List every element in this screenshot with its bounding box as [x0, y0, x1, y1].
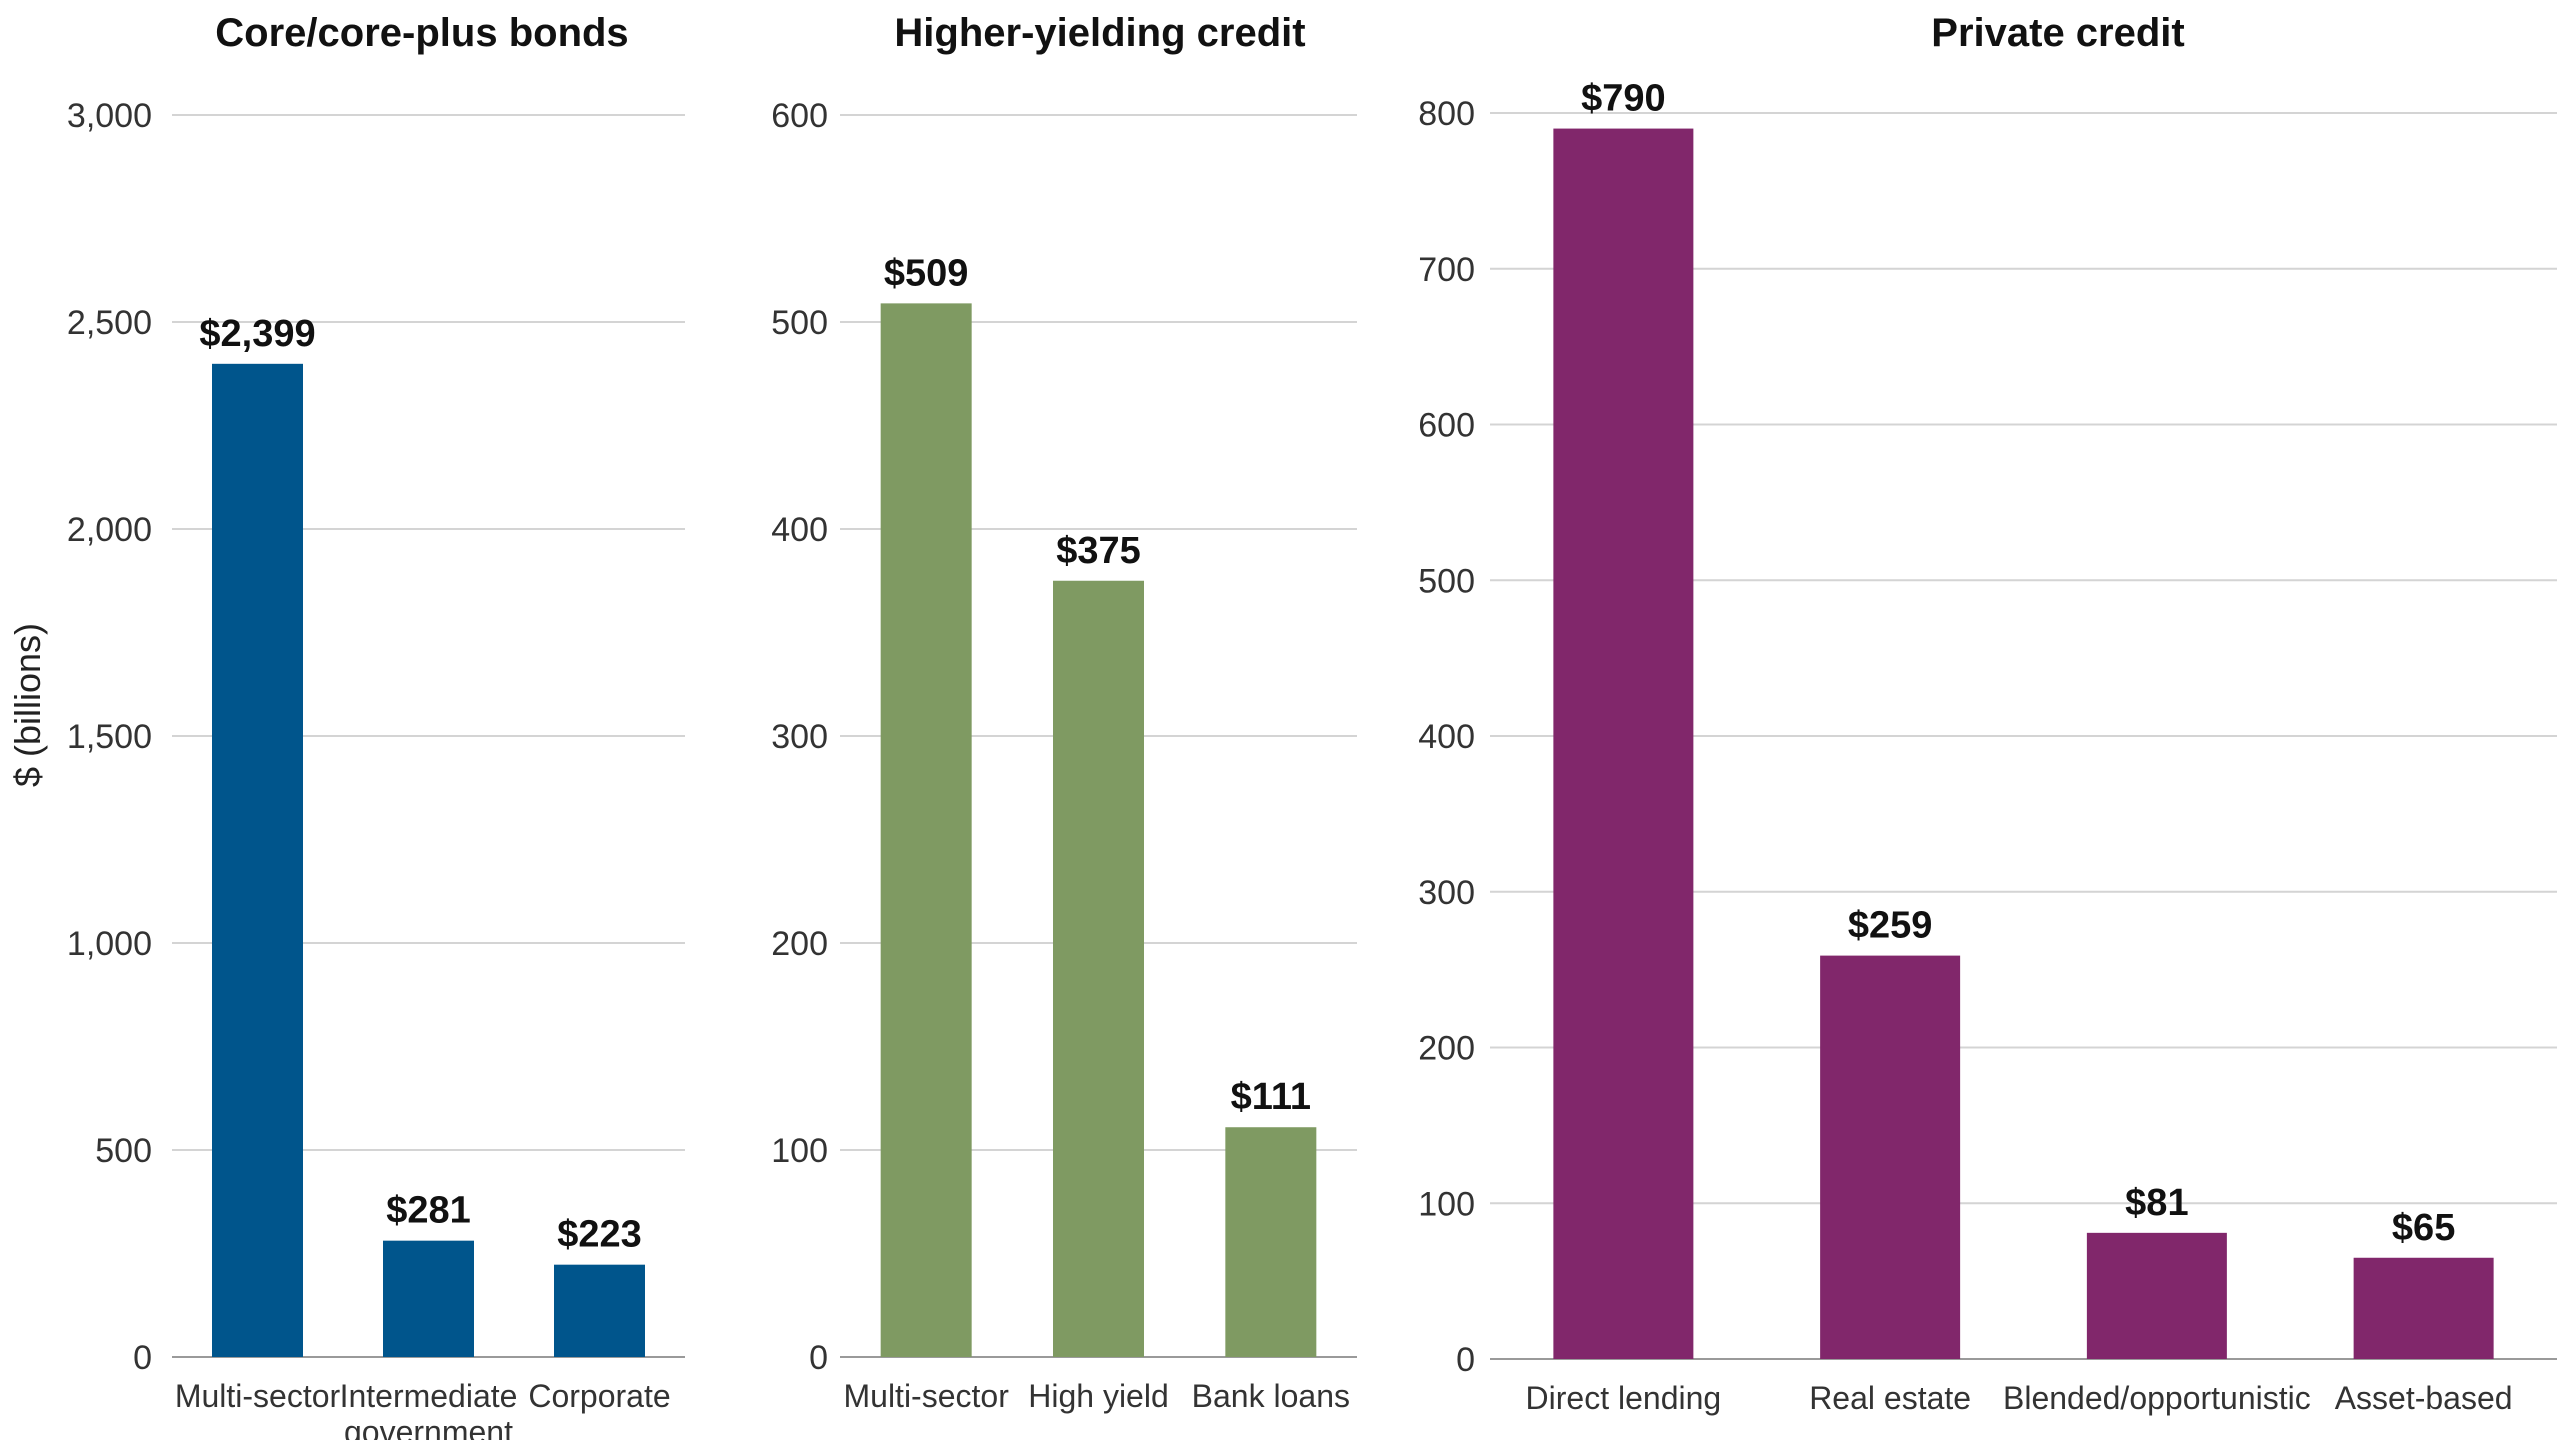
x-category-label: Blended/opportunistic	[2003, 1380, 2311, 1416]
y-tick-label: 500	[771, 304, 828, 342]
x-category-label-line: Blended/opportunistic	[2003, 1380, 2311, 1416]
y-tick-label: 500	[1418, 562, 1475, 600]
bar	[1820, 955, 1961, 1359]
y-tick-label: 100	[1418, 1185, 1475, 1223]
y-tick-label: 1,000	[67, 925, 152, 963]
bar	[1553, 128, 1694, 1360]
chart-panel-1: Core/core-plus bonds 0 500 1,000 1,500 2,000 2…	[67, 11, 685, 1440]
x-category-label: Multi-sector	[843, 1378, 1009, 1414]
x-category-label-line: Direct lending	[1526, 1380, 1722, 1416]
data-label: $111	[1231, 1076, 1311, 1118]
chart-panel-3: Private credit 0 100 200 300 400 500 600 700 800 $…	[1418, 11, 2557, 1416]
bar	[1053, 580, 1144, 1357]
data-label: $509	[884, 252, 969, 294]
y-tick-label: 0	[1456, 1341, 1475, 1379]
y-tick-label: 500	[95, 1132, 152, 1170]
x-category-label-line: Bank loans	[1192, 1378, 1350, 1414]
chart-title: Private credit	[1931, 11, 2184, 55]
y-tick-label: 300	[1418, 874, 1475, 912]
y-tick-label: 2,500	[67, 304, 152, 342]
bar	[554, 1264, 645, 1357]
x-category-label-line: High yield	[1028, 1378, 1169, 1414]
x-category-label-line: Corporate	[528, 1378, 670, 1414]
x-category-label-line: Asset-based	[2335, 1380, 2513, 1416]
bar	[2086, 1232, 2227, 1359]
chart-title: Core/core-plus bonds	[215, 11, 628, 55]
x-category-label: Corporate	[528, 1378, 670, 1414]
x-category-label-line: Multi-sector	[175, 1378, 341, 1414]
y-tick-label: 2,000	[67, 511, 152, 549]
y-tick-label: 200	[771, 925, 828, 963]
y-tick-label: 400	[771, 511, 828, 549]
data-label: $281	[386, 1190, 471, 1232]
x-category-label-line: Intermediate	[340, 1378, 518, 1414]
data-label: $223	[557, 1214, 642, 1256]
y-tick-label: 0	[809, 1339, 828, 1377]
x-category-label-line: government	[344, 1414, 513, 1440]
y-tick-label: 1,500	[67, 718, 152, 756]
y-tick-label: 0	[133, 1339, 152, 1377]
x-category-label: Direct lending	[1526, 1380, 1722, 1416]
x-category-label: Multi-sector	[175, 1378, 341, 1414]
data-label: $65	[2392, 1207, 2455, 1249]
data-label: $790	[1581, 78, 1666, 120]
data-label: $2,399	[199, 313, 315, 355]
y-tick-label: 200	[1418, 1030, 1475, 1068]
x-category-label: Bank loans	[1192, 1378, 1350, 1414]
y-axis-label: $ (billions)	[7, 623, 48, 787]
y-tick-label: 100	[771, 1132, 828, 1170]
x-category-label: Asset-based	[2335, 1380, 2513, 1416]
bar	[1225, 1127, 1317, 1357]
x-category-label: High yield	[1028, 1378, 1169, 1414]
bar	[2353, 1257, 2494, 1359]
data-label: $375	[1056, 530, 1141, 572]
chart-title: Higher-yielding credit	[894, 11, 1305, 55]
x-category-label: Real estate	[1809, 1380, 1971, 1416]
y-tick-label: 300	[771, 718, 828, 756]
y-tick-label: 3,000	[67, 97, 152, 135]
y-tick-label: 600	[771, 97, 828, 135]
y-tick-label: 700	[1418, 251, 1475, 289]
bar	[880, 303, 972, 1357]
x-category-label: Intermediate government	[340, 1378, 518, 1440]
chart-panel-2: Higher-yielding credit 0 100 200 300 400 500 60…	[771, 11, 1357, 1414]
x-category-label-line: Multi-sector	[843, 1378, 1009, 1414]
bar	[383, 1240, 474, 1357]
y-tick-label: 800	[1418, 95, 1475, 133]
x-category-label-line: Real estate	[1809, 1380, 1971, 1416]
bar	[212, 363, 303, 1358]
y-tick-label: 600	[1418, 407, 1475, 445]
data-label: $81	[2125, 1182, 2188, 1224]
y-tick-label: 400	[1418, 718, 1475, 756]
data-label: $259	[1848, 905, 1933, 947]
